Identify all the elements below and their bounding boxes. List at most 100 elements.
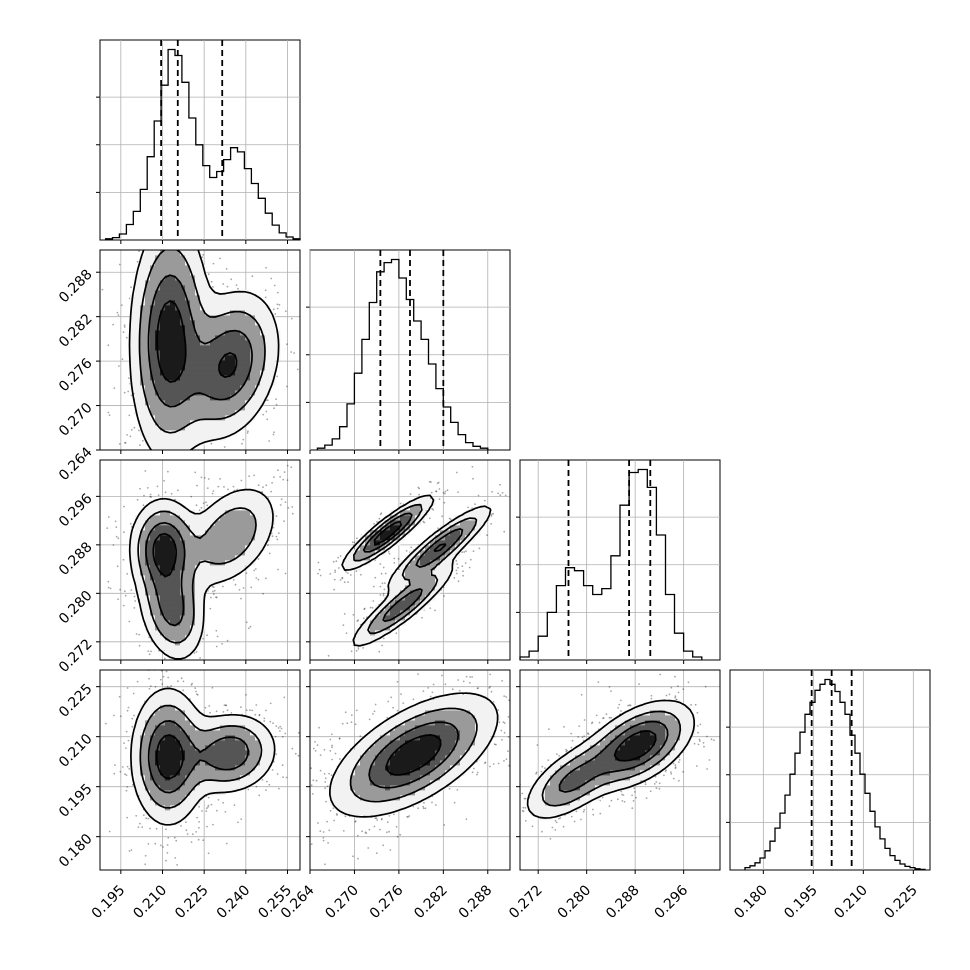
scatter-point <box>272 722 274 724</box>
scatter-point <box>255 704 258 706</box>
density-cell <box>135 340 141 346</box>
density-cell <box>195 550 201 556</box>
density-cell <box>170 735 176 741</box>
density-cell <box>155 520 161 526</box>
density-cell <box>150 565 156 571</box>
density-cell <box>175 400 181 406</box>
density-cell <box>145 370 151 376</box>
scatter-point <box>122 558 125 561</box>
density-cell <box>215 375 221 381</box>
density-cell <box>145 550 151 556</box>
x-tick-label: 0.225 <box>881 882 921 922</box>
density-cell <box>245 510 251 516</box>
density-cell <box>170 440 176 446</box>
density-cell <box>210 385 216 391</box>
density-cell <box>225 775 231 781</box>
scatter-point <box>125 774 128 776</box>
density-cell <box>215 355 221 361</box>
density-cell <box>145 765 151 771</box>
density-cell <box>235 525 241 531</box>
scatter-point <box>211 662 213 664</box>
density-cell <box>140 610 146 616</box>
density-cell <box>240 315 246 321</box>
density-cell <box>145 605 151 611</box>
density-cell <box>170 795 176 801</box>
density-cell <box>140 255 146 261</box>
scatter-point <box>215 596 217 599</box>
scatter-point <box>128 620 131 623</box>
density-cell <box>170 380 176 386</box>
density-cell <box>230 565 236 571</box>
density-cell <box>170 255 176 261</box>
density-cell <box>240 750 246 756</box>
density-cell <box>255 775 261 781</box>
density-cell <box>240 535 246 541</box>
density-cell <box>180 715 186 721</box>
density-cell <box>245 560 251 566</box>
scatter-point <box>223 446 226 448</box>
scatter-point <box>278 303 281 306</box>
density-cell <box>175 350 181 356</box>
scatter-point <box>167 470 169 473</box>
density-cell <box>205 580 211 586</box>
density-cell <box>200 315 206 321</box>
density-cell <box>215 775 221 781</box>
scatter-point <box>208 705 211 707</box>
density-cell <box>265 730 271 736</box>
scatter-point <box>167 836 170 839</box>
scatter-point <box>174 857 177 859</box>
density-cell <box>135 520 141 526</box>
density-cell <box>140 540 146 546</box>
density-cell <box>220 570 226 576</box>
density-cell <box>195 585 201 591</box>
density-cell <box>180 555 186 561</box>
density-cell <box>175 310 181 316</box>
density-cell <box>175 740 181 746</box>
density-cell <box>170 600 176 606</box>
density-cell <box>230 750 236 756</box>
density-cell <box>130 315 136 321</box>
density-cell <box>170 540 176 546</box>
density-cell <box>185 380 191 386</box>
density-cell <box>255 525 261 531</box>
density-cell <box>200 520 206 526</box>
density-cell <box>185 555 191 561</box>
density-cell <box>260 540 266 546</box>
density-cell <box>150 305 156 311</box>
density-cell <box>235 495 241 501</box>
density-cell <box>195 300 201 306</box>
density-cell <box>200 725 206 731</box>
scatter-point <box>258 714 261 717</box>
density-cell <box>230 305 236 311</box>
density-cell <box>165 280 171 286</box>
density-cell <box>160 585 166 591</box>
density-cell <box>165 390 171 396</box>
density-cell <box>190 790 196 796</box>
density-cell <box>135 530 141 536</box>
density-cell <box>160 250 166 256</box>
density-cell <box>180 360 186 366</box>
density-cell <box>160 710 166 716</box>
density-cell <box>200 515 206 521</box>
density-cell <box>145 570 151 576</box>
scatter-point <box>130 589 133 591</box>
density-cell <box>210 745 216 751</box>
density-cell <box>150 515 156 521</box>
density-cell <box>185 800 191 806</box>
density-cell <box>170 645 176 651</box>
scatter-point <box>264 296 267 299</box>
density-cell <box>260 375 266 381</box>
density-cell <box>190 570 196 576</box>
density-cell <box>145 375 151 381</box>
scatter-point <box>212 286 214 288</box>
density-cell <box>255 750 261 756</box>
density-cell <box>240 370 246 376</box>
density-cell <box>160 295 166 301</box>
density-cell <box>200 275 206 281</box>
density-cell <box>235 365 241 371</box>
scatter-point <box>279 725 282 728</box>
density-cell <box>150 790 156 796</box>
density-cell <box>175 730 181 736</box>
density-cell <box>145 420 151 426</box>
density-cell <box>225 540 231 546</box>
